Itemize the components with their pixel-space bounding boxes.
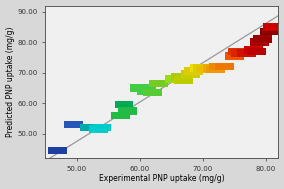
FancyBboxPatch shape: [190, 64, 209, 72]
FancyBboxPatch shape: [253, 35, 272, 43]
FancyBboxPatch shape: [89, 125, 108, 133]
FancyBboxPatch shape: [206, 66, 225, 73]
FancyBboxPatch shape: [181, 70, 200, 78]
FancyBboxPatch shape: [250, 38, 269, 46]
FancyBboxPatch shape: [114, 101, 133, 108]
X-axis label: Experimental PNP uptake (mg/g): Experimental PNP uptake (mg/g): [99, 174, 225, 184]
FancyBboxPatch shape: [263, 23, 282, 31]
FancyBboxPatch shape: [216, 63, 234, 70]
FancyBboxPatch shape: [244, 46, 263, 53]
FancyBboxPatch shape: [237, 49, 256, 57]
Y-axis label: Predicted PNP uptake (mg/g): Predicted PNP uptake (mg/g): [6, 26, 14, 137]
FancyBboxPatch shape: [193, 64, 212, 72]
FancyBboxPatch shape: [48, 147, 67, 154]
FancyBboxPatch shape: [130, 84, 149, 92]
FancyBboxPatch shape: [118, 107, 137, 115]
FancyBboxPatch shape: [174, 77, 193, 84]
FancyBboxPatch shape: [247, 47, 266, 55]
FancyBboxPatch shape: [149, 80, 168, 87]
FancyBboxPatch shape: [228, 47, 247, 55]
FancyBboxPatch shape: [137, 87, 156, 95]
FancyBboxPatch shape: [80, 124, 99, 131]
FancyBboxPatch shape: [111, 112, 130, 119]
FancyBboxPatch shape: [231, 49, 250, 57]
FancyBboxPatch shape: [197, 66, 215, 73]
FancyBboxPatch shape: [260, 28, 278, 35]
FancyBboxPatch shape: [93, 124, 111, 131]
FancyBboxPatch shape: [171, 74, 190, 81]
FancyBboxPatch shape: [203, 64, 222, 72]
FancyBboxPatch shape: [64, 121, 83, 128]
FancyBboxPatch shape: [184, 67, 203, 75]
FancyBboxPatch shape: [143, 89, 162, 96]
FancyBboxPatch shape: [209, 63, 228, 70]
FancyBboxPatch shape: [165, 75, 184, 83]
FancyBboxPatch shape: [225, 52, 244, 60]
